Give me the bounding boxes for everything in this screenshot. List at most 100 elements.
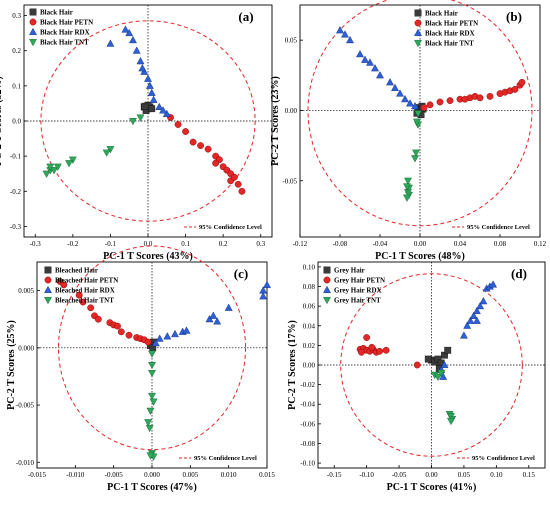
data-point [46,163,55,171]
data-point [144,74,152,82]
panel-d: -0.15 -0.10 -0.05 0.00 0.05 0.10 0.15 -0.10 -0.0… [287,261,546,493]
y-axis-label: PC-2 T Scores (23%) [270,76,281,166]
data-point [147,88,156,96]
y-tick-label: -0.02 [300,381,315,389]
data-point [79,298,87,306]
legend-label: Grey Hair RDX [334,287,382,295]
legend-label: Black Hair [40,9,73,17]
data-point [426,101,434,109]
legend-label: Bleached Hair PETN [55,277,118,285]
data-point [148,350,156,358]
legend-label: Black Hair TNT [40,39,89,47]
legend-marker [323,276,331,284]
data-point [263,280,271,288]
data-point [87,304,95,312]
legend-marker [414,19,422,27]
data-point [163,332,172,340]
data-point [476,94,484,102]
x-tick-label: 0.010 [221,471,237,479]
x-tick-label: 0.15 [523,471,536,479]
data-point [145,81,154,89]
x-tick-label: 0.05 [458,471,471,479]
data-point [447,417,455,426]
data-point [155,334,164,342]
y-tick-label: -0.010 [16,459,35,467]
x-tick-label: -0.2 [67,240,79,248]
panel-title: (a) [238,9,253,24]
x-tick-label: 0.10 [490,471,503,479]
x-tick-label: 0.1 [181,240,190,248]
x-axis-label: PC-1 T Scores (48%) [375,251,465,262]
y-tick-label: -0.005 [16,402,35,410]
y-tick-label: 0.3 [12,12,21,20]
legend-marker [414,40,422,48]
data-point [459,331,468,339]
data-point [106,146,115,154]
y-tick-label: -0.1 [10,153,22,161]
x-tick-label: 0.00 [425,471,438,479]
data-point [209,311,218,319]
data-point [174,121,182,128]
legend-label: Grey Hair PETN [334,277,385,285]
data-point [182,326,191,334]
data-point [162,109,171,117]
y-tick-label: -0.08 [300,440,315,448]
legend-marker [44,266,52,274]
x-tick-label: 0.12 [534,240,547,248]
legend-label: Grey Hair [334,267,365,275]
panel-title: (c) [234,266,248,281]
data-point [145,424,154,433]
x-tick-label: -0.05 [392,471,407,479]
data-point [358,348,365,356]
y-tick-label: -0.06 [300,420,315,428]
data-point [149,398,158,406]
data-point [396,89,404,97]
data-point [341,30,349,38]
data-point [472,306,481,315]
data-point [144,419,153,427]
data-point [60,281,68,289]
x-axis-label: PC-1 T Scores (41%) [387,482,477,493]
data-point [114,322,121,330]
panel-a: -0.3 -0.2 -0.1 0.0 0.1 0.2 0.3 -0.3 -0.2 -0.1 0.0 0… [0,4,273,262]
legend-label: Bleached Hair [55,267,98,275]
y-tick-label: 0.2 [12,47,21,55]
legend-label: Black Hair RDX [425,30,475,38]
x-axis-label: PC-1 T Scores (47%) [107,482,197,493]
data-point [151,339,160,347]
x-tick-label: -0.010 [66,471,85,479]
legend-marker [323,285,331,293]
data-point [68,156,77,164]
data-point [129,35,137,44]
confidence-ellipse [340,273,523,457]
data-point [155,102,164,110]
legend-marker [29,39,37,47]
y-tick-label: -0.3 [10,223,22,231]
data-point [148,370,156,378]
data-point [476,301,485,310]
data-point [50,167,58,175]
data-point [189,138,197,146]
data-point [437,369,446,378]
data-point [401,94,409,103]
x-tick-label: 0.04 [454,240,467,248]
data-point [434,373,442,381]
legend-label: Grey Hair TNT [334,297,381,305]
data-point [511,85,519,93]
y-tick-label: -0.04 [300,401,315,409]
legend-label: Black Hair PETN [425,20,478,28]
data-point [121,25,130,33]
x-tick-label: -0.015 [28,471,47,479]
data-point [382,346,390,354]
y-tick-label: 0.04 [303,322,316,330]
data-point [212,159,220,167]
data-point [129,117,137,126]
y-tick-label: 0.10 [303,263,316,271]
y-tick-label: 0.02 [303,342,316,350]
legend-marker [44,285,52,293]
x-tick-label: -0.005 [105,471,124,479]
data-point [42,170,51,178]
data-point [412,149,420,157]
data-point [371,64,379,72]
